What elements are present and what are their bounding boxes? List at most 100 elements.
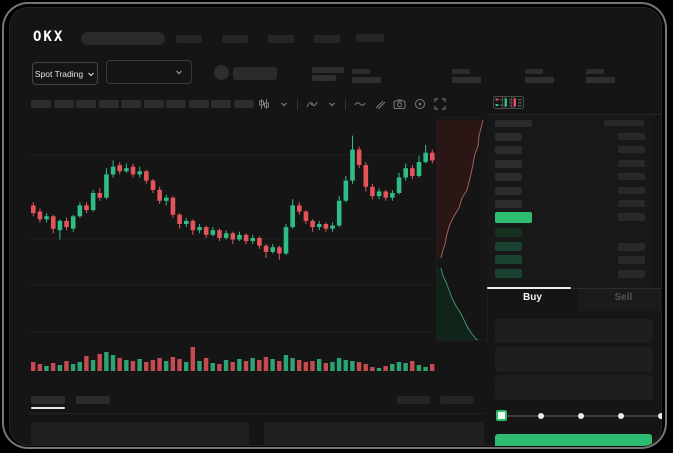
orders-tabs-right (397, 396, 473, 404)
bid-price-placeholder (495, 242, 522, 251)
okx-logo: OKX (33, 29, 65, 45)
orders-action[interactable] (397, 396, 430, 404)
divider (487, 288, 662, 289)
timeframe-buttons (31, 100, 254, 108)
chevron-down-icon[interactable] (325, 98, 338, 111)
ask-amount-placeholder (618, 186, 645, 194)
timeframe-button[interactable] (76, 100, 96, 108)
chevron-down-icon (176, 70, 182, 75)
sell-tab-background (578, 289, 662, 311)
chart-tools (257, 97, 446, 111)
active-tab-indicator (487, 287, 571, 289)
ask-price-placeholder (495, 186, 522, 195)
search-input[interactable] (81, 32, 165, 45)
stat-value-placeholder (312, 67, 344, 73)
chevron-down-icon[interactable] (277, 98, 290, 111)
timeframe-button[interactable] (31, 100, 51, 108)
line-tool-icon[interactable] (353, 98, 366, 111)
bid-amount-placeholder (618, 270, 645, 278)
ask-price-placeholder (495, 200, 522, 208)
stat-value-placeholder (586, 77, 615, 83)
depth-chart[interactable] (436, 117, 488, 341)
stat-value-placeholder (525, 77, 554, 83)
target-icon[interactable] (413, 98, 426, 111)
nav-item[interactable] (356, 34, 384, 42)
nav-item[interactable] (314, 35, 340, 43)
bid-price-placeholder (495, 228, 522, 237)
stat-label-placeholder (312, 75, 336, 81)
indicator-icon[interactable] (305, 98, 318, 111)
orders-panel[interactable] (264, 422, 484, 446)
tab-buy[interactable]: Buy (523, 292, 542, 303)
slider-stop[interactable] (618, 413, 624, 419)
tab-sell[interactable]: Sell (614, 292, 633, 303)
toolbar-divider (297, 98, 298, 110)
bid-price-placeholder (495, 269, 522, 278)
timeframe-button[interactable] (143, 100, 164, 108)
buy-submit-button[interactable] (495, 434, 652, 446)
stat-label-placeholder (586, 69, 604, 74)
amount-input[interactable] (495, 347, 653, 372)
nav-item[interactable] (268, 35, 294, 43)
active-tab-underline (31, 407, 65, 409)
timeframe-button[interactable] (233, 100, 254, 108)
chevron-down-icon (88, 72, 95, 76)
ask-price-placeholder (495, 133, 522, 141)
divider (29, 413, 485, 414)
total-input[interactable] (495, 375, 653, 400)
coin-avatar (214, 65, 229, 80)
timeframe-button[interactable] (188, 100, 209, 108)
ask-amount-placeholder (618, 173, 645, 181)
fullscreen-icon[interactable] (433, 98, 446, 111)
orders-tabs (31, 396, 110, 404)
slider-stop[interactable] (658, 413, 662, 419)
stat-label-placeholder (352, 69, 370, 74)
amount-slider[interactable] (496, 409, 662, 423)
stat-value-placeholder (452, 77, 481, 83)
candle-style-icon[interactable] (257, 98, 270, 111)
orderbook-header-amount (604, 120, 644, 126)
pair-dropdown[interactable] (106, 60, 192, 84)
camera-icon[interactable] (393, 98, 406, 111)
timeframe-button[interactable] (53, 100, 74, 108)
ask-amount-placeholder (618, 200, 645, 207)
bid-price-placeholder (495, 255, 522, 264)
timeframe-button[interactable] (121, 100, 141, 108)
ask-price-placeholder (495, 146, 522, 155)
timeframe-button[interactable] (166, 100, 186, 108)
market-type-dropdown[interactable]: Spot Trading (32, 62, 98, 85)
stat-value-placeholder (352, 77, 381, 83)
timeframe-button[interactable] (98, 100, 119, 108)
ask-amount-placeholder (618, 133, 645, 140)
slider-stop[interactable] (538, 413, 544, 419)
ask-amount-placeholder (618, 159, 645, 167)
slider-stop[interactable] (578, 413, 584, 419)
slider-handle[interactable] (496, 410, 507, 421)
nav-item[interactable] (222, 35, 248, 43)
ask-price-placeholder (495, 159, 522, 168)
bid-amount-placeholder (618, 256, 645, 264)
toolbar-divider (345, 98, 346, 110)
orders-tab[interactable] (31, 396, 65, 404)
pair-name-placeholder (233, 67, 277, 80)
price-input[interactable] (495, 319, 653, 343)
orderbook-panel: Buy Sell (487, 92, 662, 446)
draw-tool-icon[interactable] (373, 98, 386, 111)
orderbook-header-price (495, 120, 532, 127)
stat-label-placeholder (452, 69, 470, 74)
last-price-highlight (495, 212, 532, 223)
bid-amount-placeholder (618, 243, 645, 251)
nav-item[interactable] (176, 35, 202, 43)
ask-price-placeholder (495, 173, 522, 182)
orders-tab[interactable] (76, 396, 110, 404)
app-window: OKX Spot Trading Buy Sell (9, 7, 662, 446)
orders-action[interactable] (440, 396, 473, 404)
candlestick-chart[interactable] (29, 115, 435, 379)
amount-placeholder (618, 213, 645, 221)
orders-panel[interactable] (31, 422, 249, 446)
ask-amount-placeholder (618, 146, 645, 154)
divider (487, 114, 662, 115)
timeframe-button[interactable] (211, 100, 231, 108)
market-type-label: Spot Trading (34, 68, 84, 79)
stat-label-placeholder (525, 69, 543, 74)
